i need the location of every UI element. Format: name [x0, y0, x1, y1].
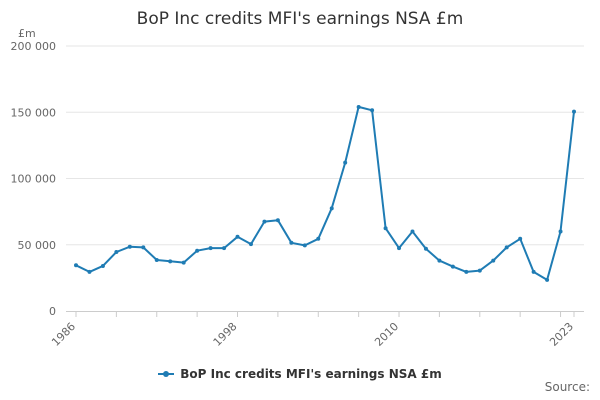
data-point: [383, 226, 388, 231]
data-point: [437, 258, 442, 263]
data-point: [316, 236, 321, 241]
data-point: [262, 219, 267, 224]
y-axis-unit-label: £m: [18, 27, 36, 40]
data-point: [289, 240, 294, 245]
legend-item[interactable]: BoP Inc credits MFI's earnings NSA £m: [158, 367, 442, 381]
legend-label: BoP Inc credits MFI's earnings NSA £m: [180, 367, 442, 381]
data-point: [222, 246, 227, 251]
data-point: [114, 250, 119, 255]
data-point: [74, 263, 78, 268]
source-label: Source:: [544, 380, 590, 394]
series-line: [75, 105, 575, 281]
y-tick-label: 200 000: [11, 40, 57, 53]
y-tick-label: 50 000: [18, 239, 57, 252]
data-point: [127, 244, 132, 249]
data-point: [356, 104, 361, 109]
chart-title: BoP Inc credits MFI's earnings NSA £m: [136, 9, 464, 29]
data-point: [370, 108, 375, 113]
data-point: [397, 246, 402, 251]
data-point: [154, 257, 159, 262]
data-point: [87, 269, 92, 274]
data-point: [168, 259, 173, 264]
y-tick-label: 0: [49, 305, 56, 318]
x-tick-label: 1986: [49, 320, 78, 349]
data-point: [181, 260, 186, 265]
data-point: [423, 246, 428, 251]
data-point: [572, 109, 576, 114]
data-point: [531, 269, 536, 274]
data-point: [504, 245, 509, 250]
data-point: [343, 160, 348, 165]
series-layer: [74, 104, 576, 282]
x-tick-label: 2010: [372, 320, 401, 349]
x-tick-label: 2023: [547, 320, 576, 349]
data-point: [248, 242, 253, 247]
data-point: [235, 234, 240, 239]
legend[interactable]: BoP Inc credits MFI's earnings NSA £m: [0, 364, 600, 381]
data-point: [450, 264, 455, 269]
data-point: [545, 277, 550, 282]
data-point: [195, 248, 200, 253]
data-point: [491, 258, 496, 263]
data-point: [464, 269, 469, 274]
data-point: [329, 206, 334, 211]
data-point: [518, 236, 523, 241]
data-point: [100, 263, 105, 268]
y-tick-label: 100 000: [11, 173, 57, 186]
legend-line-marker-icon: [158, 371, 175, 377]
y-tick-label: 150 000: [11, 106, 57, 119]
x-axis: [66, 311, 584, 317]
y-axis-labels: 0 50 000 100 000 150 000 200 000: [11, 40, 57, 318]
data-point: [208, 246, 213, 251]
data-point: [477, 268, 482, 273]
data-point: [275, 218, 280, 223]
data-point: [558, 229, 563, 234]
data-point: [302, 243, 307, 248]
x-axis-labels: 1986 1998 2010 2023: [49, 320, 576, 349]
x-tick-label: 1998: [211, 320, 240, 349]
data-point: [141, 245, 146, 250]
gridlines: [66, 45, 584, 246]
data-point: [410, 229, 415, 234]
